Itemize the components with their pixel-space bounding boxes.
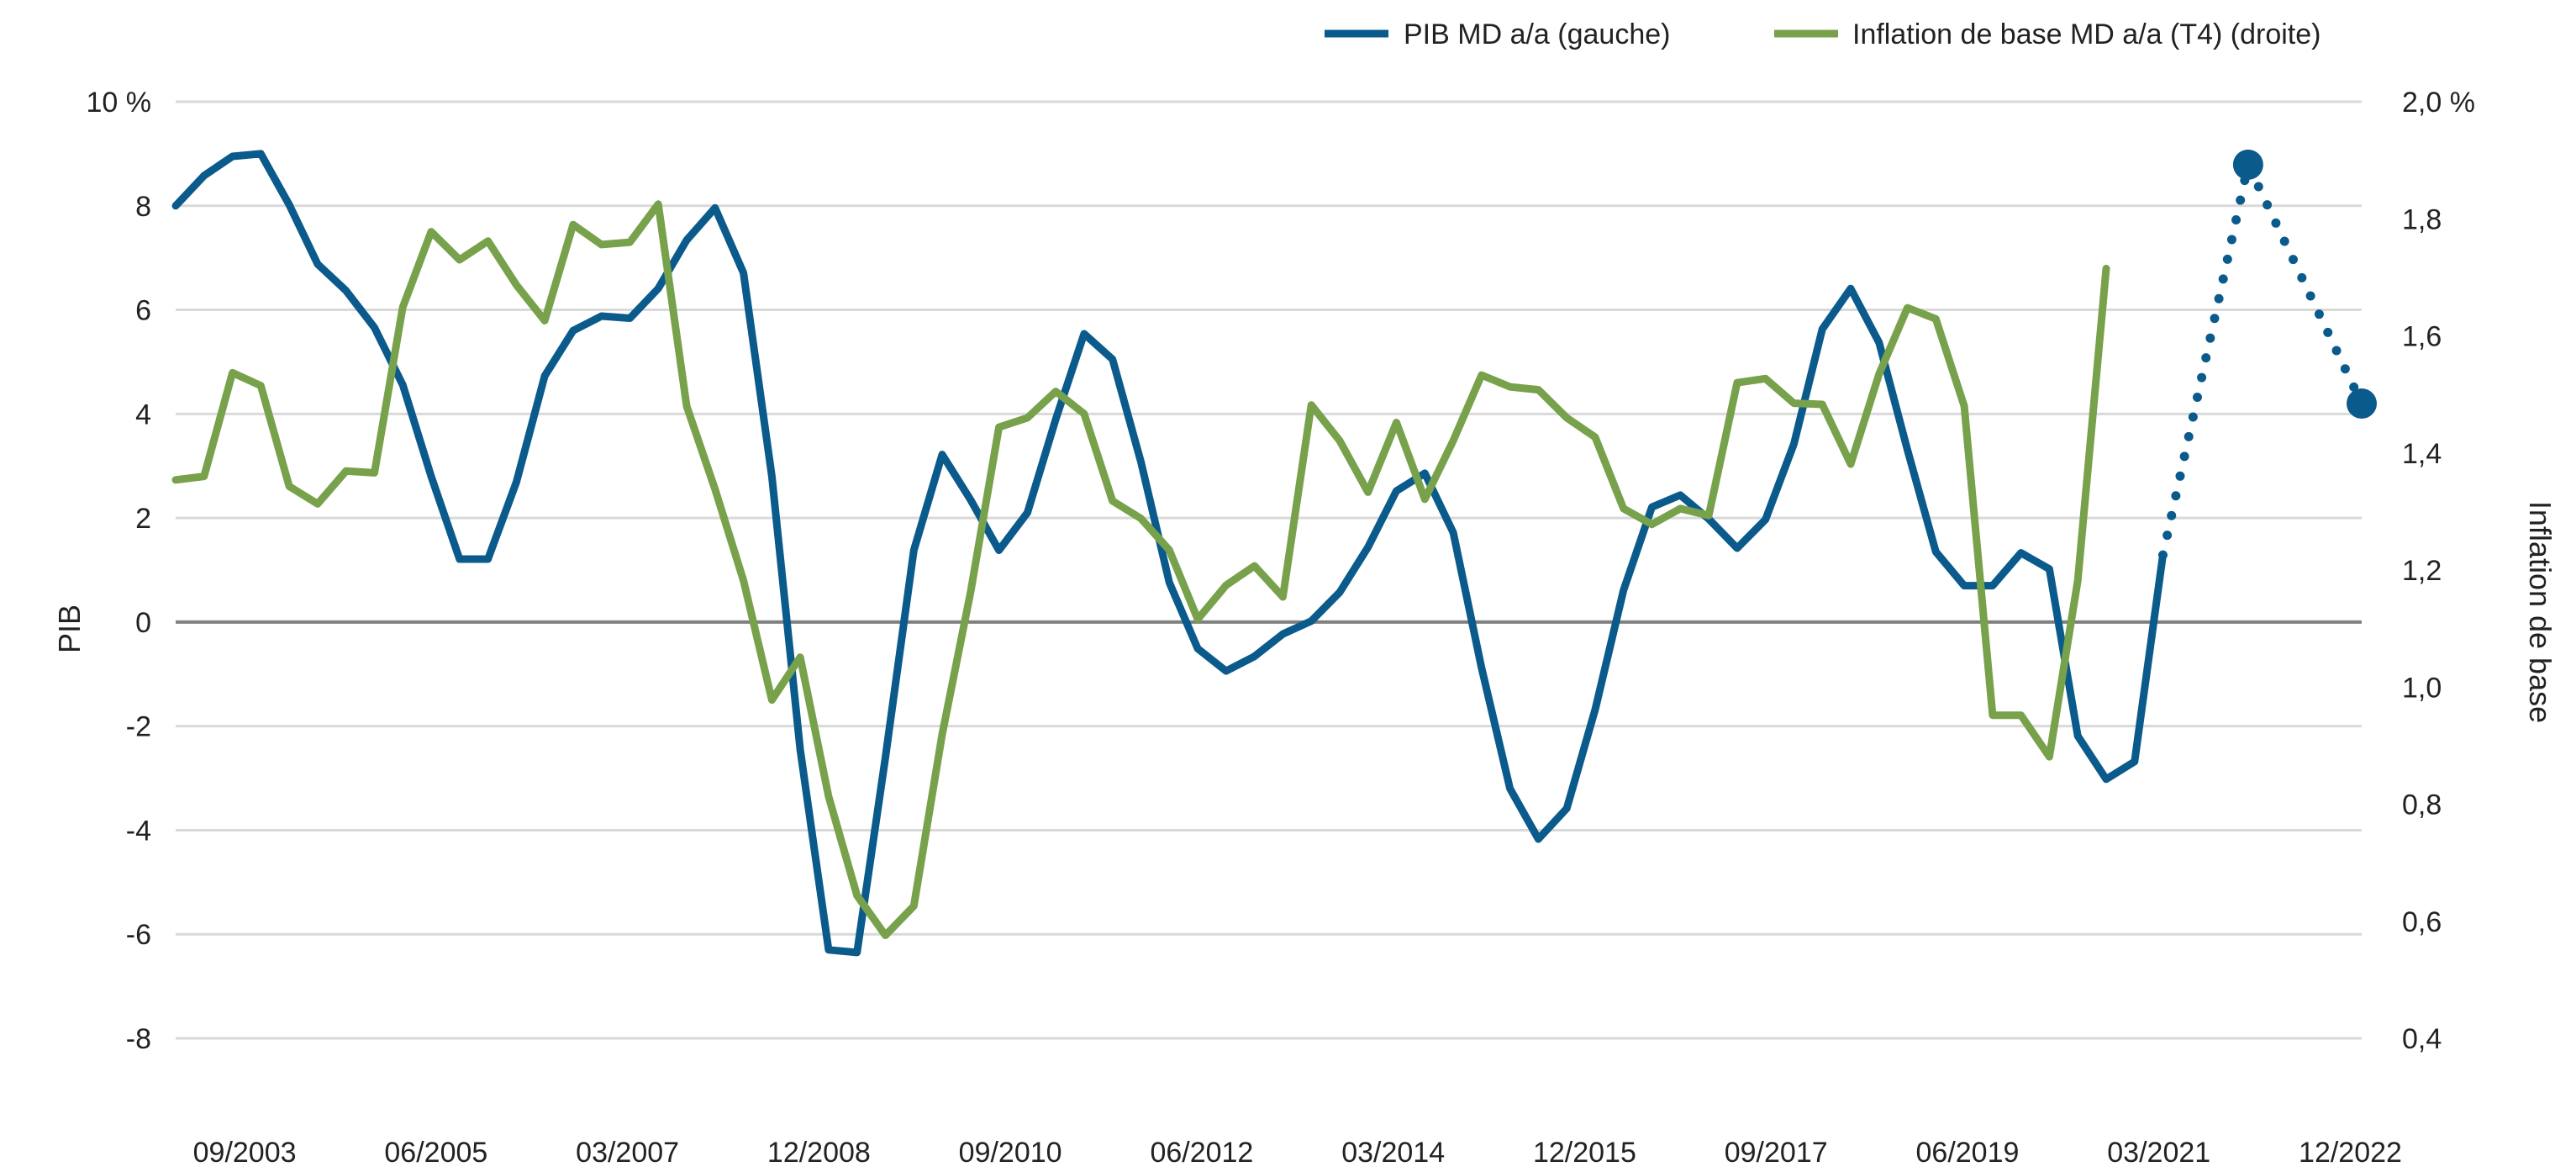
gdp-projection-marker xyxy=(2347,388,2377,419)
right-tick-label: 1,6 xyxy=(2402,321,2442,353)
left-tick-label: 8 xyxy=(135,191,151,223)
left-tick-label: 2 xyxy=(135,503,151,535)
right-tick-label: 1,4 xyxy=(2402,438,2442,470)
right-tick-label: 0,4 xyxy=(2402,1023,2442,1055)
left-tick-label: -4 xyxy=(126,815,151,847)
left-tick-label: 4 xyxy=(135,399,151,430)
right-tick-label: 2,0 % xyxy=(2402,87,2475,119)
left-tick-label: 10 % xyxy=(87,87,152,119)
core-inflation-line xyxy=(171,200,2110,939)
gdp-projection-marker xyxy=(2232,149,2263,180)
left-tick-label: -8 xyxy=(126,1023,151,1055)
x-tick-label: 12/2015 xyxy=(1533,1137,1636,1169)
right-axis-ticks: 0,4 0,6 0,8 1,0 1,2 1,4 1,6 1,8 2,0 % xyxy=(2402,87,2475,1055)
x-tick-label: 06/2012 xyxy=(1150,1137,1253,1169)
legend: PIB MD a/a (gauche) Inflation de base MD… xyxy=(1325,18,2321,50)
x-tick-label: 12/2022 xyxy=(2299,1137,2402,1169)
left-tick-label: 0 xyxy=(135,607,151,639)
x-tick-label: 03/2014 xyxy=(1341,1137,1445,1169)
right-axis-title: Inflation de base xyxy=(2523,501,2558,723)
x-tick-label: 06/2005 xyxy=(384,1137,487,1169)
x-tick-label: 06/2019 xyxy=(1916,1137,2020,1169)
x-tick-label: 09/2010 xyxy=(959,1137,1062,1169)
left-tick-label: -2 xyxy=(126,711,151,743)
right-tick-label: 1,2 xyxy=(2402,555,2442,587)
gridlines xyxy=(176,100,2362,1040)
gdp-line xyxy=(171,150,2167,957)
right-tick-label: 1,8 xyxy=(2402,203,2442,235)
x-tick-label: 12/2008 xyxy=(767,1137,871,1169)
x-tick-label: 03/2021 xyxy=(2107,1137,2210,1169)
legend-label-gdp: PIB MD a/a (gauche) xyxy=(1404,18,1670,50)
x-tick-label: 09/2017 xyxy=(1725,1137,1828,1169)
series-lines xyxy=(171,149,2377,957)
left-axis-title: PIB xyxy=(52,604,87,653)
right-tick-label: 1,0 xyxy=(2402,672,2442,704)
right-tick-label: 0,6 xyxy=(2402,906,2442,938)
x-tick-label: 09/2003 xyxy=(193,1137,297,1169)
legend-label-inflation: Inflation de base MD a/a (T4) (droite) xyxy=(1852,18,2321,50)
right-tick-label: 0,8 xyxy=(2402,789,2442,821)
left-axis-ticks: -8 -6 -4 -2 0 2 4 6 8 10 % xyxy=(87,87,152,1055)
x-axis-ticks: 09/2003 06/2005 03/2007 12/2008 09/2010 06/20… xyxy=(193,1137,2402,1169)
left-tick-label: 6 xyxy=(135,295,151,327)
gdp-projection-line xyxy=(2158,150,2367,560)
left-tick-label: -6 xyxy=(126,919,151,951)
x-tick-label: 03/2007 xyxy=(576,1137,679,1169)
